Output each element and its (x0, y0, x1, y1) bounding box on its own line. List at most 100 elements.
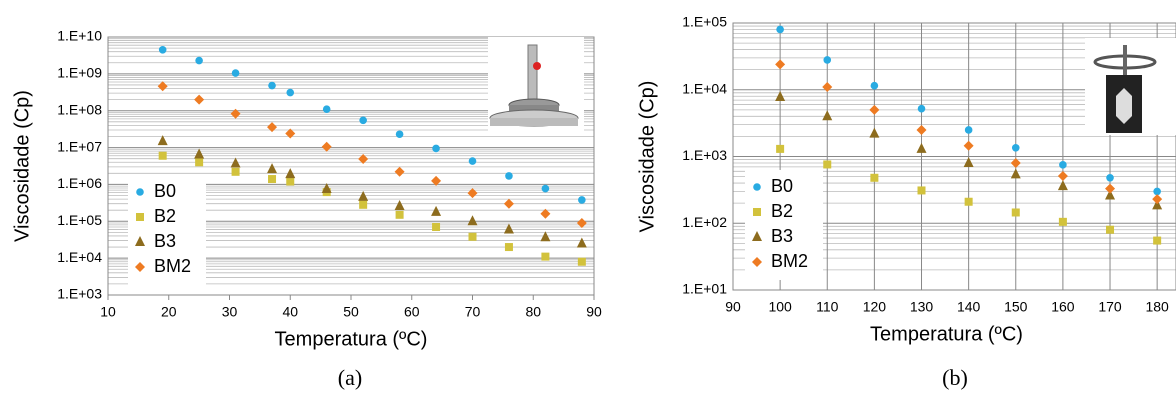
x-tick-label: 170 (1098, 299, 1122, 315)
point (776, 144, 785, 153)
point (870, 81, 879, 90)
legend-label: B3 (771, 226, 793, 246)
x-axis-title: Temperatura (ºC) (870, 323, 1023, 345)
point (322, 105, 331, 113)
point (1057, 171, 1068, 182)
y-tick-label: 1.E+03 (57, 286, 102, 302)
y-tick-label: 1.E+05 (682, 14, 727, 30)
x-tick-label: 120 (863, 299, 887, 315)
point (963, 156, 974, 167)
point (823, 160, 832, 169)
legend-marker (136, 188, 144, 196)
point (822, 110, 833, 121)
x-tick-label: 70 (465, 304, 481, 320)
legend-marker (753, 208, 761, 216)
point (468, 157, 477, 165)
point (194, 94, 205, 105)
point (823, 56, 832, 64)
x-tick-label: 30 (222, 304, 238, 320)
legend-label: BM2 (154, 256, 191, 276)
x-tick-label: 80 (525, 304, 541, 320)
y-tick-label: 1.E+06 (57, 175, 102, 191)
legend-marker (752, 231, 762, 241)
point (158, 45, 167, 54)
point (231, 69, 240, 77)
point (467, 215, 478, 226)
point (157, 81, 168, 92)
legend-label: B2 (154, 206, 176, 226)
point (431, 205, 442, 216)
point (870, 173, 879, 182)
x-tick-label: 180 (1145, 299, 1169, 315)
point (286, 177, 295, 186)
point (431, 175, 442, 186)
point (1057, 180, 1068, 191)
point (1106, 225, 1115, 234)
legend-marker (752, 257, 762, 267)
legend-label: B0 (771, 176, 793, 196)
point (822, 81, 833, 92)
x-tick-label: 90 (586, 304, 602, 320)
point (504, 243, 513, 252)
point (286, 88, 295, 97)
point (540, 208, 551, 219)
x-tick-label: 130 (910, 299, 934, 315)
y-axis-title: Viscosidade (Cp) (636, 81, 658, 233)
point (963, 140, 974, 151)
point (1010, 157, 1021, 168)
point (359, 116, 367, 125)
point (576, 237, 587, 248)
point (359, 200, 368, 209)
caption: (a) (338, 365, 362, 390)
y-tick-label: 1.E+09 (57, 65, 102, 81)
point (195, 56, 203, 65)
point (869, 104, 880, 115)
y-tick-label: 1.E+10 (57, 28, 102, 44)
point (503, 223, 514, 234)
point (917, 104, 926, 113)
point (917, 186, 926, 195)
legend-label: B2 (771, 201, 793, 221)
point (541, 252, 550, 261)
legend-marker (135, 236, 145, 246)
point (1059, 161, 1067, 169)
legend-label: B3 (154, 231, 176, 251)
y-tick-label: 1.E+05 (57, 212, 102, 228)
x-tick-label: 60 (404, 304, 420, 320)
x-tick-label: 40 (282, 304, 298, 320)
point (541, 184, 550, 193)
point (268, 81, 276, 90)
point (395, 130, 404, 139)
legend-marker (136, 213, 144, 221)
point (321, 141, 332, 152)
y-tick-label: 1.E+04 (57, 249, 102, 265)
point (1153, 236, 1162, 245)
inset-photo-b (1085, 38, 1176, 135)
y-tick-label: 1.E+07 (57, 138, 102, 154)
point (577, 257, 586, 266)
point (776, 25, 784, 34)
point (1058, 217, 1067, 226)
y-tick-label: 1.E+02 (682, 214, 727, 230)
point (1106, 173, 1114, 182)
point (1152, 194, 1163, 205)
point (540, 231, 551, 242)
x-tick-label: 50 (343, 304, 359, 320)
point (285, 168, 296, 179)
legend-label: BM2 (771, 251, 808, 271)
point (964, 197, 973, 206)
point (267, 122, 278, 133)
point (1010, 168, 1021, 179)
point (432, 144, 440, 153)
point (267, 163, 278, 174)
point (394, 199, 405, 210)
legend-marker (753, 183, 761, 191)
point (1152, 199, 1163, 210)
point (285, 128, 296, 139)
point (358, 153, 369, 164)
x-tick-label: 110 (816, 299, 839, 315)
point (468, 232, 477, 241)
point (869, 127, 880, 138)
